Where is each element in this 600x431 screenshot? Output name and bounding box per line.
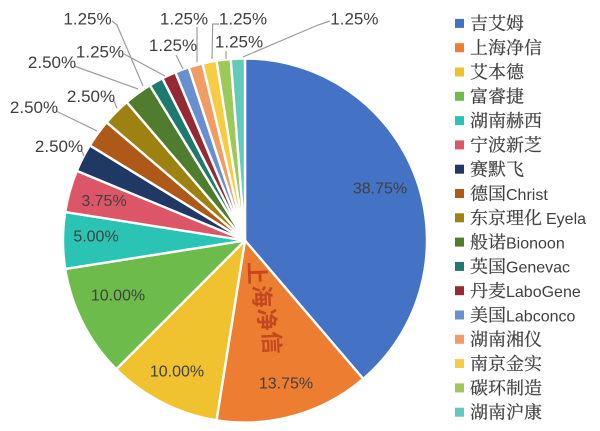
svg-text:1.25%: 1.25% bbox=[160, 9, 208, 28]
svg-text:5.00%: 5.00% bbox=[73, 229, 118, 246]
svg-text:Eyela: Eyela bbox=[546, 211, 586, 228]
svg-text:1.25%: 1.25% bbox=[76, 42, 124, 61]
svg-text:10.00%: 10.00% bbox=[150, 364, 204, 381]
svg-text:Labconco: Labconco bbox=[506, 308, 575, 325]
svg-text:LaboGene: LaboGene bbox=[506, 284, 581, 301]
svg-text:13.75%: 13.75% bbox=[259, 376, 313, 393]
svg-text:2.50%: 2.50% bbox=[10, 98, 58, 117]
svg-text:1.25%: 1.25% bbox=[149, 36, 197, 55]
svg-text:10.00%: 10.00% bbox=[91, 288, 145, 305]
svg-text:3.75%: 3.75% bbox=[81, 193, 126, 210]
svg-text:2.50%: 2.50% bbox=[67, 87, 115, 106]
svg-text:2.50%: 2.50% bbox=[35, 137, 83, 156]
svg-text:1.25%: 1.25% bbox=[219, 9, 267, 28]
svg-text:1.25%: 1.25% bbox=[215, 32, 263, 51]
svg-text:Christ: Christ bbox=[506, 187, 548, 204]
svg-text:1.25%: 1.25% bbox=[63, 9, 111, 28]
svg-text:2.50%: 2.50% bbox=[28, 53, 76, 72]
svg-text:38.75%: 38.75% bbox=[353, 181, 407, 198]
svg-text:Genevac: Genevac bbox=[506, 260, 570, 277]
svg-text:Bionoon: Bionoon bbox=[506, 235, 565, 252]
svg-text:1.25%: 1.25% bbox=[330, 9, 378, 28]
